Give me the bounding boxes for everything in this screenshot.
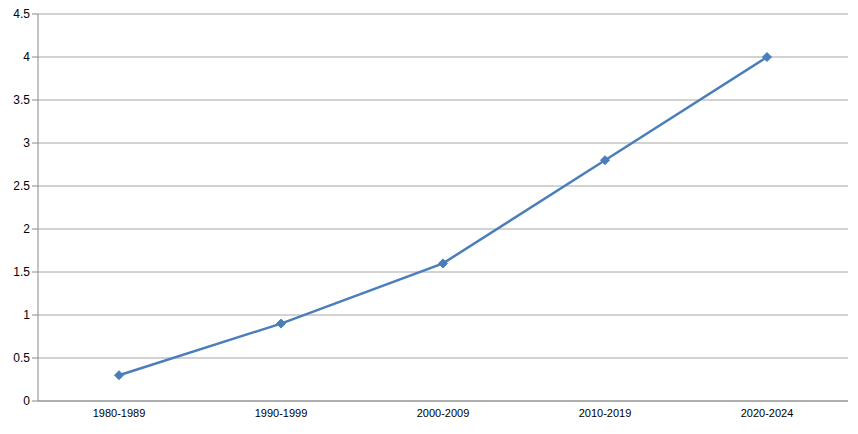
svg-text:2020-2024: 2020-2024 — [741, 407, 794, 419]
svg-text:2000-2009: 2000-2009 — [417, 407, 470, 419]
svg-text:2.5: 2.5 — [13, 179, 30, 193]
svg-text:1980-1989: 1980-1989 — [93, 407, 146, 419]
svg-text:4.5: 4.5 — [13, 7, 30, 21]
svg-text:3: 3 — [23, 136, 30, 150]
svg-text:1990-1999: 1990-1999 — [255, 407, 308, 419]
svg-text:2: 2 — [23, 222, 30, 236]
svg-text:1: 1 — [23, 308, 30, 322]
svg-text:0: 0 — [23, 394, 30, 408]
svg-text:3.5: 3.5 — [13, 93, 30, 107]
svg-text:0.5: 0.5 — [13, 351, 30, 365]
svg-text:2010-2019: 2010-2019 — [579, 407, 632, 419]
svg-text:1.5: 1.5 — [13, 265, 30, 279]
svg-text:4: 4 — [23, 50, 30, 64]
